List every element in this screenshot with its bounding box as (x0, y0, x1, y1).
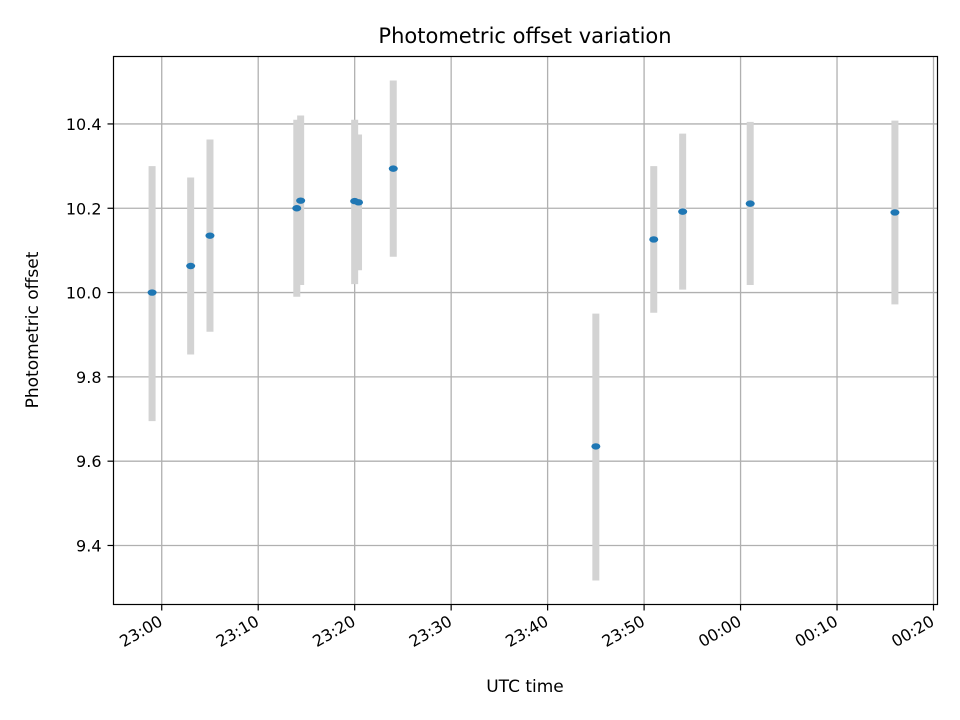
y-tick-label: 9.4 (76, 536, 101, 555)
x-tick-label: 23:20 (309, 612, 358, 652)
x-axis-ticks: 23:00 23:10 23:20 23:30 23:40 23:50 00:00 00:10… (116, 604, 938, 652)
data-point (186, 262, 196, 270)
error-bars (148, 80, 899, 581)
plot-frame (112, 55, 939, 606)
data-point (292, 205, 302, 212)
x-tick-label: 23:50 (599, 612, 648, 652)
data-point (591, 443, 601, 450)
y-tick-label: 10.2 (66, 199, 102, 218)
data-point (388, 165, 398, 172)
y-tick-label: 10.4 (66, 115, 102, 134)
x-tick-label: 00:20 (888, 612, 937, 652)
data-point (678, 208, 688, 215)
data-point (354, 199, 364, 206)
data-points (147, 165, 900, 450)
data-point (205, 232, 215, 239)
x-tick-label: 00:00 (695, 612, 744, 652)
chart-title: Photometric offset variation (378, 24, 671, 48)
grid-lines (113, 56, 938, 605)
data-point (147, 289, 157, 296)
data-point (649, 236, 659, 243)
x-tick-label: 23:30 (406, 612, 455, 652)
data-point (890, 209, 900, 216)
y-axis-label: Photometric offset (23, 251, 43, 408)
x-tick-label: 23:40 (502, 612, 551, 652)
x-tick-label: 23:10 (213, 612, 262, 652)
x-axis-label: UTC time (486, 677, 564, 697)
x-tick-label: 00:10 (792, 612, 841, 652)
data-point (296, 197, 306, 204)
x-tick-label: 23:00 (116, 612, 165, 652)
data-point (745, 200, 755, 207)
y-tick-label: 9.6 (76, 452, 101, 471)
y-tick-label: 10.0 (66, 284, 102, 303)
y-tick-label: 9.8 (76, 368, 101, 387)
y-axis-ticks: 9.4 9.6 9.8 10.0 10.2 10.4 (66, 115, 114, 555)
